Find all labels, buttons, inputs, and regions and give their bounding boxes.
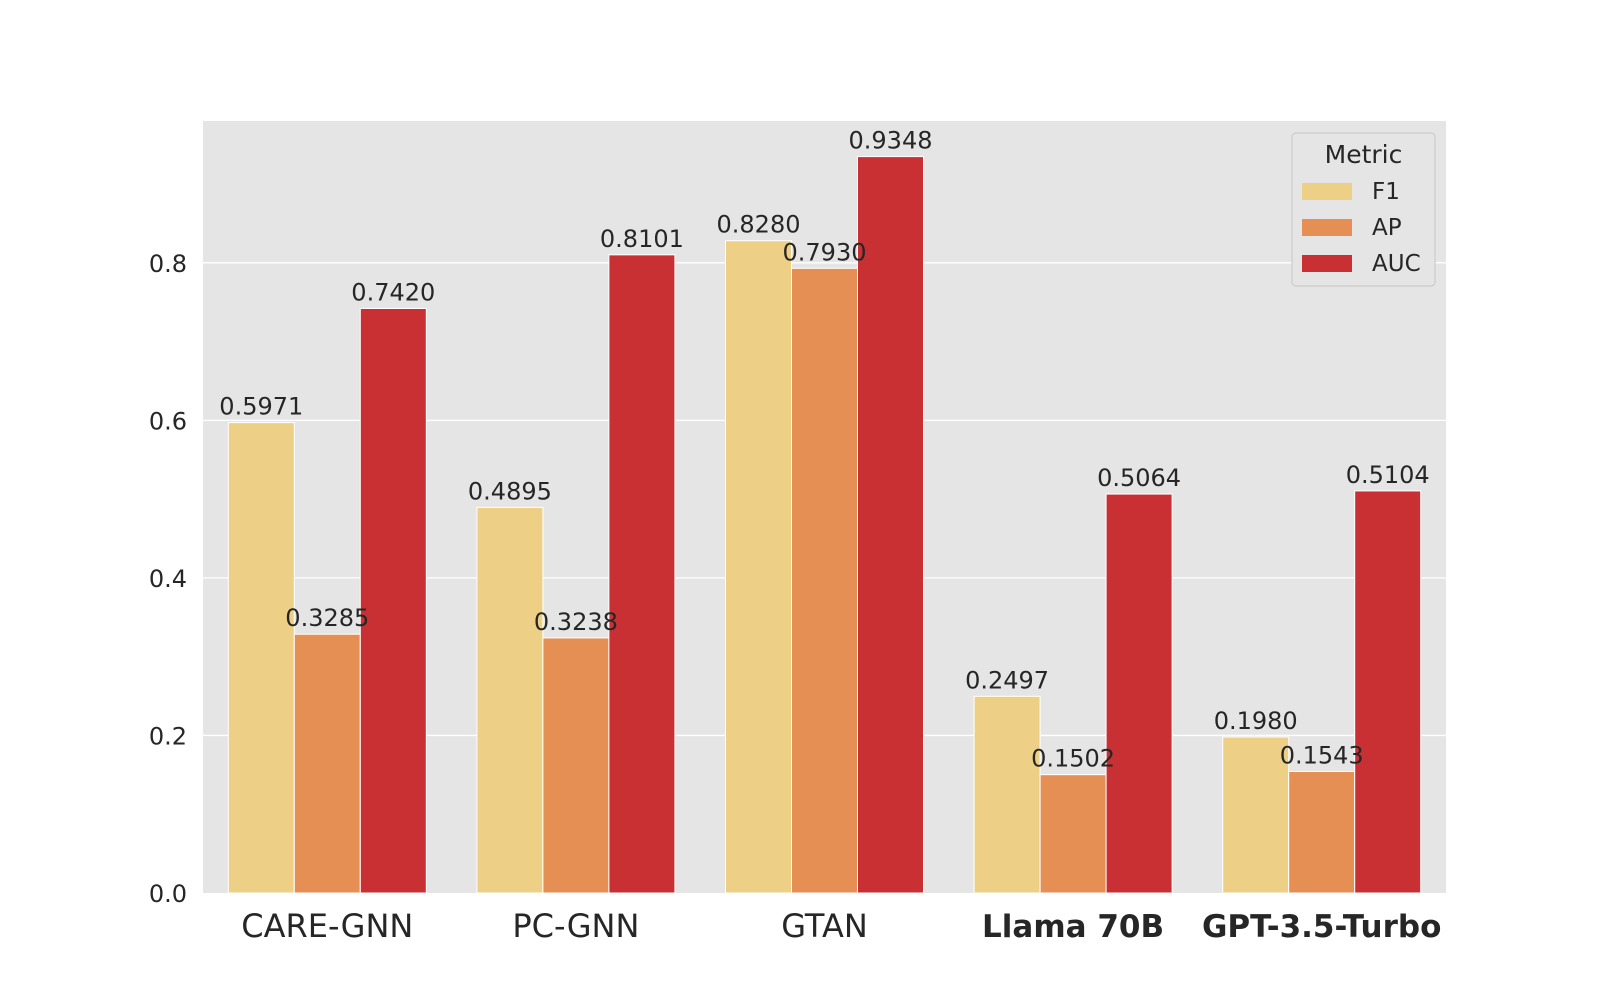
data-label: 0.8101 [600,225,684,253]
data-label: 0.3285 [285,604,369,632]
legend-label-auc: AUC [1372,251,1421,277]
bar-auc-3 [1105,493,1173,894]
bar-auc-4 [1354,490,1422,894]
data-label: 0.5971 [219,393,303,421]
bars [227,156,1422,894]
data-label: 0.4895 [468,477,552,505]
bar-auc-2 [857,156,924,894]
bar-f1-1 [476,506,544,894]
data-labels: 0.5971 0.3285 0.7420 0.4895 0.3238 0.8101 0.82… [219,127,1429,773]
legend-swatch-auc [1302,255,1352,272]
y-tick-label: 0.8 [149,250,187,278]
data-label: 0.2497 [965,666,1049,694]
legend-label-f1: F1 [1372,179,1400,205]
legend-label-ap: AP [1372,215,1402,241]
y-tick-label: 0.0 [149,880,187,908]
data-label: 0.8280 [717,211,801,239]
y-axis: 0.0 0.2 0.4 0.6 0.8 [149,250,187,908]
legend-swatch-ap [1302,219,1352,236]
bar-f1-2 [725,240,792,894]
y-tick-label: 0.4 [149,565,187,593]
legend-swatch-f1 [1302,183,1352,200]
bar-ap-0 [293,633,361,894]
x-tick-label: GPT-3.5-Turbo [1202,909,1441,945]
data-label: 0.1543 [1280,741,1364,769]
bar-ap-1 [542,637,610,894]
data-label: 0.3238 [534,608,618,636]
data-label: 0.5064 [1097,464,1181,492]
x-tick-label: Llama 70B [982,909,1164,945]
legend-box [1291,132,1436,287]
data-label: 0.5104 [1346,461,1430,489]
data-label: 0.7930 [783,238,867,266]
x-tick-label: GTAN [781,907,868,945]
x-tick-label: CARE-GNN [241,907,413,945]
data-label: 0.9348 [849,127,933,155]
y-tick-label: 0.2 [149,722,187,750]
bar-f1-0 [227,422,295,894]
y-tick-label: 0.6 [149,407,187,435]
data-label: 0.1502 [1031,745,1115,773]
bar-auc-0 [359,307,427,894]
bar-f1-3 [973,695,1041,894]
legend: Metric F1 AP AUC [1291,132,1436,287]
legend-title: Metric [1325,140,1403,169]
bar-ap-3 [1039,774,1107,894]
data-label: 0.7420 [351,278,435,306]
bar-auc-1 [608,254,676,894]
bar-f1-4 [1222,736,1290,894]
bar-ap-2 [791,267,858,894]
x-axis: CARE-GNN PC-GNN GTAN Llama 70B GPT-3.5-Turbo [241,907,1441,945]
data-label: 0.1980 [1214,707,1298,735]
bar-ap-4 [1288,770,1356,894]
x-tick-label: PC-GNN [512,907,639,945]
